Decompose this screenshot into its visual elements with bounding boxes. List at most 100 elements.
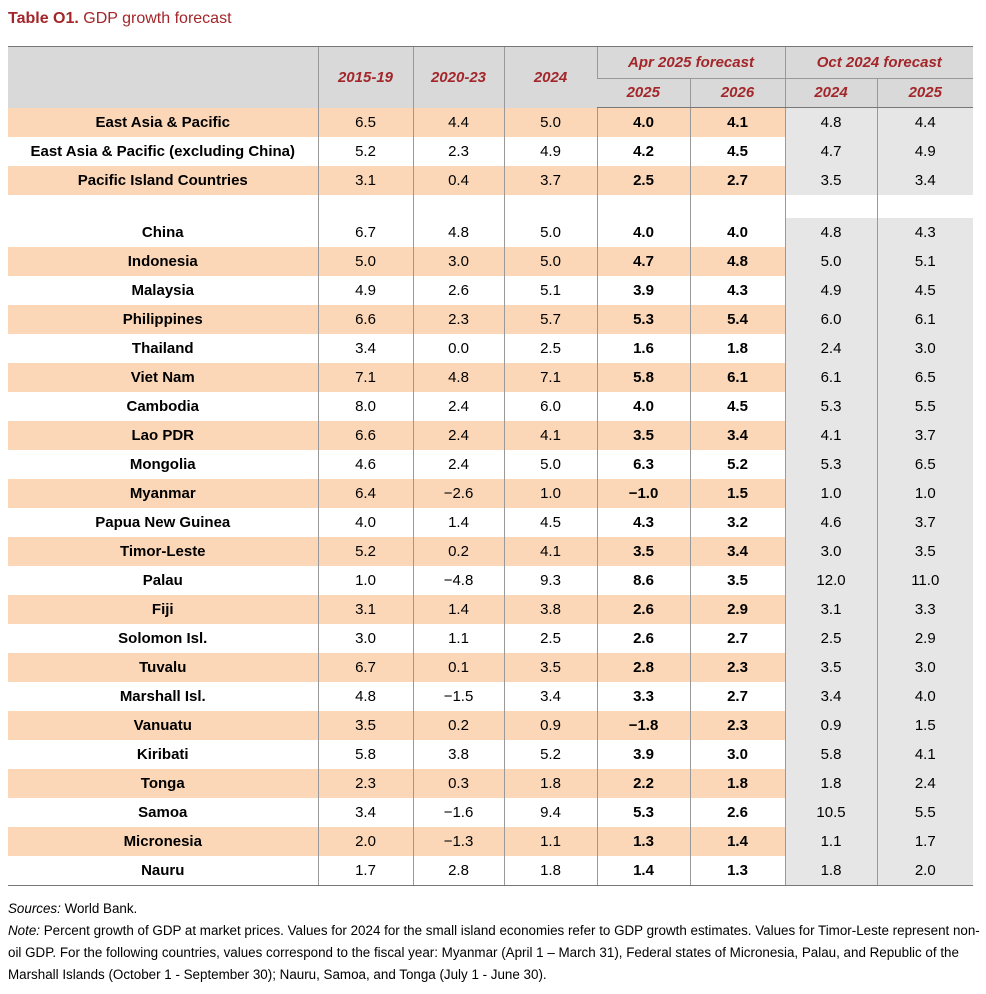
row-label: Indonesia xyxy=(8,247,318,276)
cell-apr-2026: 4.5 xyxy=(689,137,785,166)
cell-2024: 3.5 xyxy=(503,653,597,682)
cell-oct-2025: 4.9 xyxy=(876,137,974,166)
row-label: Papua New Guinea xyxy=(95,514,231,531)
col-header-2020-23: 2020-23 xyxy=(412,46,504,108)
country-row: Philippines 6.6 2.3 5.7 5.3 5.4 6.0 6.1 xyxy=(8,305,974,334)
cell-2024: 5.0 xyxy=(503,247,597,276)
row-label: Mongolia xyxy=(129,456,196,473)
cell-apr-2025: 2.6 xyxy=(596,624,690,653)
cell-apr-2026: 1.3 xyxy=(689,856,785,886)
table-title-label: Table O1. xyxy=(8,10,79,27)
group-header-apr-2025: Apr 2025 forecast xyxy=(596,46,785,79)
cell-apr-2025: 1.3 xyxy=(596,827,690,856)
country-row: Malaysia 4.9 2.6 5.1 3.9 4.3 4.9 4.5 xyxy=(8,276,974,305)
row-label: Timor-Leste xyxy=(8,537,318,566)
spacer-row xyxy=(8,195,974,218)
cell-apr-2025: −1.0 xyxy=(596,479,690,508)
cell-2015-19: 4.8 xyxy=(317,682,413,711)
cell-apr-2026: 1.8 xyxy=(689,334,785,363)
row-label: Malaysia xyxy=(131,282,195,299)
row-label: Kiribati xyxy=(136,746,189,763)
cell-2024: 5.2 xyxy=(503,740,597,769)
cell-apr-2025: 4.7 xyxy=(596,247,690,276)
cell-oct-2025: 2.9 xyxy=(876,624,974,653)
cell-apr-2025: 2.6 xyxy=(596,595,690,624)
region-row: East Asia & Pacific 6.5 4.4 5.0 4.0 4.1 4.8 4.4 xyxy=(8,107,974,137)
cell-apr-2026: 1.4 xyxy=(689,827,785,856)
col-header-2015-19: 2015-19 xyxy=(317,46,413,108)
cell-2020-23: −4.8 xyxy=(412,566,504,595)
cell-oct-2024: 3.0 xyxy=(784,537,877,566)
cell-oct-2025: 3.3 xyxy=(876,595,974,624)
cell-apr-2026: 2.3 xyxy=(689,711,785,740)
country-row: Indonesia 5.0 3.0 5.0 4.7 4.8 5.0 5.1 xyxy=(8,247,974,276)
cell-2024: 0.9 xyxy=(503,711,597,740)
cell-oct-2025: 5.5 xyxy=(876,798,974,827)
header-corner xyxy=(8,46,318,108)
cell-oct-2025: 6.1 xyxy=(876,305,974,334)
country-row: Nauru 1.7 2.8 1.8 1.4 1.3 1.8 2.0 xyxy=(8,856,974,886)
cell-oct-2025: 1.7 xyxy=(876,827,974,856)
cell-oct-2024: 1.8 xyxy=(784,769,877,798)
country-row: Tuvalu 6.7 0.1 3.5 2.8 2.3 3.5 3.0 xyxy=(8,653,974,682)
cell-apr-2025: 8.6 xyxy=(596,566,690,595)
row-label: Thailand xyxy=(131,340,194,357)
cell-2020-23: 1.4 xyxy=(412,508,504,537)
country-row: Viet Nam 7.1 4.8 7.1 5.8 6.1 6.1 6.5 xyxy=(8,363,974,392)
row-label: Tonga xyxy=(8,769,318,798)
header-row: 2015-19 2020-23 2024 Apr 2025 forecast O… xyxy=(8,46,974,108)
row-label: Lao PDR xyxy=(8,421,318,450)
cell-oct-2024: 5.8 xyxy=(784,740,877,769)
cell-apr-2026: 4.0 xyxy=(689,218,785,247)
cell-oct-2025: 1.0 xyxy=(876,479,974,508)
cell-apr-2026: 4.3 xyxy=(689,276,785,305)
cell-2020-23: 0.1 xyxy=(412,653,504,682)
cell-apr-2026: 2.6 xyxy=(689,798,785,827)
sources-label: Sources: xyxy=(8,901,61,916)
cell-2015-19: 3.0 xyxy=(317,624,413,653)
cell-apr-2026: 5.4 xyxy=(689,305,785,334)
table-title-text: GDP growth forecast xyxy=(83,10,232,27)
cell-oct-2025: 4.1 xyxy=(876,740,974,769)
cell-2020-23: 0.2 xyxy=(412,537,504,566)
cell-apr-2026: 6.1 xyxy=(689,363,785,392)
cell-apr-2025: 2.8 xyxy=(596,653,690,682)
cell-oct-2025: 3.4 xyxy=(876,166,974,195)
cell-apr-2025: 4.2 xyxy=(596,137,690,166)
row-label: Vanuatu xyxy=(8,711,318,740)
country-row: Lao PDR 6.6 2.4 4.1 3.5 3.4 4.1 3.7 xyxy=(8,421,974,450)
row-label: Fiji xyxy=(8,595,318,624)
cell-oct-2024: 1.1 xyxy=(784,827,877,856)
cell-apr-2025: 3.5 xyxy=(596,421,690,450)
cell-oct-2024: 2.5 xyxy=(784,624,877,653)
cell-2020-23: 2.3 xyxy=(412,305,504,334)
cell-apr-2026: 2.3 xyxy=(689,653,785,682)
cell-apr-2025: 4.0 xyxy=(596,218,690,247)
cell-2015-19: 5.8 xyxy=(317,740,413,769)
cell-oct-2025: 3.0 xyxy=(876,334,974,363)
note-paragraph: Note: Percent growth of GDP at market pr… xyxy=(8,920,980,986)
cell-apr-2025: 6.3 xyxy=(596,450,690,479)
cell-apr-2025: 3.9 xyxy=(596,276,690,305)
cell-2020-23: 4.8 xyxy=(412,363,504,392)
cell-2015-19: 4.0 xyxy=(317,508,413,537)
cell-2024: 2.5 xyxy=(503,624,597,653)
country-row: Micronesia 2.0 −1.3 1.1 1.3 1.4 1.1 1.7 xyxy=(8,827,974,856)
cell-2020-23: −1.5 xyxy=(412,682,504,711)
cell-2024: 4.1 xyxy=(503,421,597,450)
row-label: Marshall Isl. xyxy=(119,688,206,705)
cell-2020-23: 2.6 xyxy=(412,276,504,305)
cell-2020-23: 0.3 xyxy=(412,769,504,798)
spacer-cell xyxy=(876,195,974,218)
spacer-cell xyxy=(317,195,413,218)
cell-2015-19: 5.2 xyxy=(317,537,413,566)
cell-2024: 5.7 xyxy=(503,305,597,334)
country-row: Palau 1.0 −4.8 9.3 8.6 3.5 12.0 11.0 xyxy=(8,566,974,595)
cell-oct-2024: 5.3 xyxy=(784,392,877,421)
cell-2024: 9.4 xyxy=(503,798,597,827)
cell-2024: 7.1 xyxy=(503,363,597,392)
cell-2020-23: −1.6 xyxy=(412,798,504,827)
cell-oct-2025: 4.0 xyxy=(876,682,974,711)
cell-2020-23: 0.0 xyxy=(412,334,504,363)
cell-apr-2025: 3.5 xyxy=(596,537,690,566)
